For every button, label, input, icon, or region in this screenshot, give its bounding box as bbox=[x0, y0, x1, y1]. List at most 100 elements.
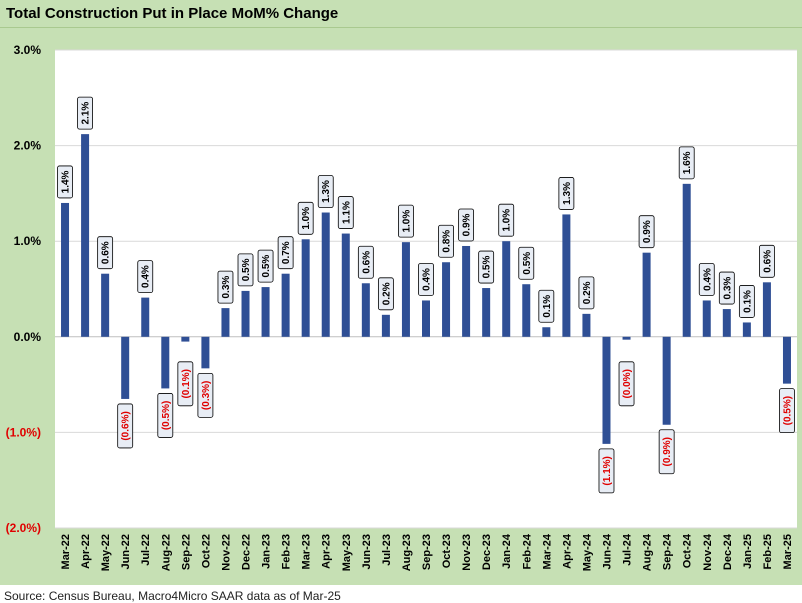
data-label-text: 0.9% bbox=[642, 220, 653, 243]
data-label-text: 0.3% bbox=[722, 277, 733, 300]
data-label: 0.9% bbox=[458, 208, 475, 242]
data-label-text: 0.1% bbox=[742, 290, 753, 313]
data-label-text: 0.4% bbox=[141, 265, 152, 288]
data-label: 0.4% bbox=[137, 260, 154, 294]
bar bbox=[422, 300, 430, 337]
bar bbox=[341, 233, 350, 337]
bar bbox=[702, 300, 711, 337]
bar bbox=[642, 252, 651, 337]
bar bbox=[682, 183, 691, 337]
data-label-box bbox=[698, 263, 715, 296]
x-tick-label: Jul-22 bbox=[140, 534, 152, 566]
chart-title-bar: Total Construction Put in Place MoM% Cha… bbox=[0, 0, 802, 28]
data-label-box bbox=[277, 236, 294, 270]
x-tick-label: Jan-25 bbox=[742, 534, 754, 569]
data-label-text: 1.0% bbox=[301, 207, 312, 230]
data-label-box bbox=[197, 372, 214, 418]
data-label-text: 0.6% bbox=[101, 241, 112, 264]
data-label: (0.5%) bbox=[779, 388, 795, 434]
data-label: 1.4% bbox=[57, 165, 73, 199]
x-tick-label: Jul-24 bbox=[622, 533, 634, 566]
y-tick-label: (1.0%) bbox=[6, 425, 41, 439]
data-label-box bbox=[237, 253, 254, 287]
data-label-box bbox=[97, 236, 114, 270]
bar bbox=[121, 336, 130, 399]
data-label-box bbox=[177, 361, 194, 407]
x-tick-label: May-22 bbox=[100, 534, 112, 571]
data-label-text: 0.3% bbox=[221, 276, 232, 299]
data-label-box bbox=[779, 388, 795, 434]
bar bbox=[221, 308, 230, 337]
bar bbox=[782, 336, 791, 384]
data-label: (1.1%) bbox=[598, 448, 615, 494]
data-label-box bbox=[418, 263, 434, 296]
data-label-box bbox=[458, 208, 475, 242]
bar bbox=[502, 241, 511, 337]
y-tick-label: 2.0% bbox=[14, 139, 42, 153]
bar bbox=[321, 212, 330, 337]
x-tick-label: Feb-24 bbox=[521, 533, 533, 569]
data-label: (0.5%) bbox=[157, 393, 174, 438]
x-tick-label: Jan-24 bbox=[501, 533, 513, 569]
bar bbox=[301, 239, 310, 337]
data-label: 0.6% bbox=[97, 236, 114, 270]
data-label-text: 1.3% bbox=[321, 180, 332, 203]
bar bbox=[582, 313, 591, 337]
data-label: 0.5% bbox=[478, 250, 495, 284]
x-tick-label: Apr-24 bbox=[561, 533, 573, 569]
x-tick-label: Mar-24 bbox=[541, 533, 553, 569]
data-label-text: 0.7% bbox=[281, 241, 292, 264]
data-label-text: (0.5%) bbox=[782, 396, 793, 425]
data-label: 1.0% bbox=[398, 204, 414, 238]
x-tick-label: Aug-22 bbox=[160, 534, 172, 571]
bar bbox=[762, 282, 771, 337]
bar bbox=[462, 245, 471, 337]
data-label-text: 0.5% bbox=[482, 256, 493, 279]
x-tick-label: Nov-23 bbox=[461, 534, 473, 571]
data-label: 1.3% bbox=[558, 177, 575, 210]
data-label-box bbox=[117, 403, 134, 449]
bar bbox=[361, 283, 370, 337]
x-tick-label: May-23 bbox=[341, 534, 353, 571]
data-label-box bbox=[618, 361, 635, 407]
data-label: 0.2% bbox=[377, 277, 394, 311]
x-tick-label: Aug-24 bbox=[642, 533, 654, 571]
data-label-text: 0.6% bbox=[361, 251, 372, 274]
data-label: 0.3% bbox=[217, 270, 234, 304]
data-label-box bbox=[478, 250, 495, 284]
x-tick-label: Feb-25 bbox=[762, 534, 774, 569]
bar bbox=[742, 322, 751, 337]
data-label-text: (0.9%) bbox=[662, 437, 673, 466]
data-label-box bbox=[718, 271, 735, 305]
bar bbox=[201, 336, 210, 369]
data-label-text: 0.5% bbox=[261, 255, 272, 278]
x-tick-label: Sep-23 bbox=[421, 534, 433, 570]
bar bbox=[261, 287, 270, 337]
bar bbox=[381, 314, 390, 337]
data-label-box bbox=[77, 96, 93, 130]
data-label-text: 0.2% bbox=[381, 282, 392, 305]
data-label-text: 1.0% bbox=[401, 210, 412, 233]
bar bbox=[161, 336, 170, 389]
data-label-text: 0.1% bbox=[542, 295, 553, 318]
x-tick-label: Dec-22 bbox=[241, 534, 253, 570]
data-label-box bbox=[137, 260, 154, 294]
data-label-box bbox=[638, 215, 655, 249]
data-label: 1.1% bbox=[337, 196, 354, 229]
x-tick-label: Dec-24 bbox=[722, 533, 734, 570]
data-label: 0.5% bbox=[237, 253, 254, 287]
data-label-text: 0.9% bbox=[462, 213, 473, 236]
x-tick-label: Apr-23 bbox=[321, 534, 333, 569]
bar bbox=[101, 273, 110, 337]
bar bbox=[602, 336, 611, 444]
data-label-text: 1.0% bbox=[502, 209, 513, 232]
bar bbox=[141, 297, 150, 337]
data-label-text: 1.3% bbox=[562, 182, 573, 205]
x-tick-label: Aug-23 bbox=[401, 534, 413, 571]
y-tick-label: 0.0% bbox=[14, 330, 42, 344]
data-label: 0.1% bbox=[538, 289, 555, 323]
data-label-text: (1.1%) bbox=[602, 456, 613, 485]
bar bbox=[81, 134, 90, 337]
data-label-text: 0.4% bbox=[422, 268, 433, 291]
data-label-box bbox=[377, 277, 394, 311]
